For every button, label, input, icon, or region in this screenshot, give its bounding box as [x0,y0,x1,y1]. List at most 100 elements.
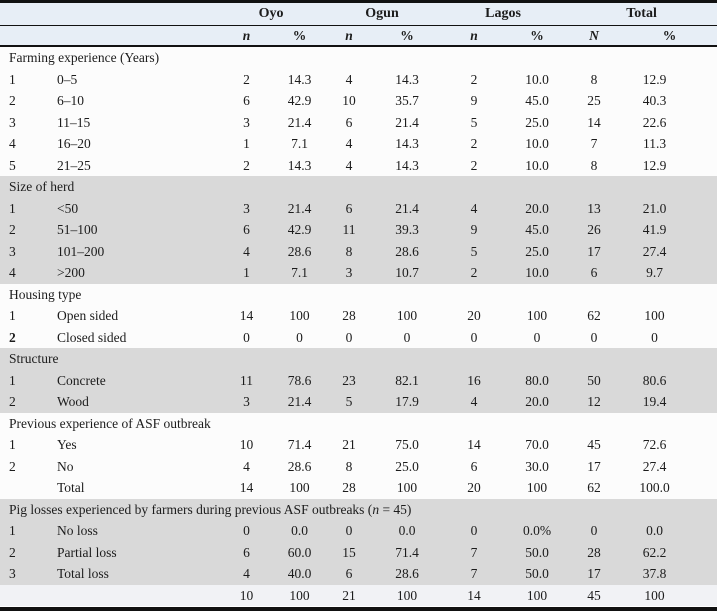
subheader-n-0: n [218,25,275,47]
value-cell: 100 [275,477,325,499]
value-cell: 14.3 [275,154,325,176]
value-cell: 25.0 [508,111,567,133]
value-cell: 37.8 [622,563,717,585]
value-cell: 28.6 [275,240,325,262]
value-cell: 4 [440,391,509,413]
value-cell: 6 [566,262,623,284]
value-cell: 1 [218,133,275,155]
value-cell: 100 [374,477,441,499]
subheader-N-6: N [566,25,623,47]
value-cell: 25 [566,90,623,112]
value-cell: 20.0 [508,197,567,219]
value-cell: 11 [218,369,275,391]
value-cell: 30.0 [508,455,567,477]
value-cell: 23 [324,369,375,391]
state-group-header-row: Oyo Ogun Lagos Total [0,3,717,26]
table-body: Farming experience (Years) 1 0–5 2 14.3 4 14.3… [0,46,717,606]
row-number-cell: 1 [0,369,40,391]
value-cell: 11 [324,219,375,241]
value-cell: 21 [324,584,375,606]
row-label-cell: 21–25 [40,154,218,176]
value-cell: 21.4 [275,111,325,133]
value-cell: 21.4 [374,111,441,133]
value-cell: 60.0 [275,541,325,563]
value-cell: 2 [218,154,275,176]
value-cell: 7.1 [275,133,325,155]
value-cell: 21.0 [622,197,717,219]
value-cell: 5 [440,111,509,133]
value-cell: 12.9 [622,68,717,90]
value-cell: 25.0 [374,455,441,477]
value-cell: 10.0 [508,262,567,284]
row-number-cell: 4 [0,133,40,155]
section-header-row: Previous experience of ASF outbreak [0,412,717,434]
subheader-row: n% n% n% N% [0,25,717,47]
section-title: Pig losses experienced by farmers during… [0,498,717,520]
value-cell: 28 [566,541,623,563]
row-number-cell: 2 [0,326,40,348]
row-number-cell: 3 [0,563,40,585]
data-row: 2 6–10 6 42.9 10 35.7 9 45.0 25 40.3 [0,90,717,112]
value-cell: 100.0 [622,477,717,499]
value-cell: 7.1 [275,262,325,284]
row-number-cell: 1 [0,305,40,327]
value-cell: 5 [440,240,509,262]
value-cell: 100 [508,584,567,606]
value-cell: 22.6 [622,111,717,133]
value-cell: 13 [566,197,623,219]
data-row: 2 No 4 28.6 8 25.0 6 30.0 17 27.4 [0,455,717,477]
data-row: 1 No loss 0 0.0 0 0.0 0 0.0% 0 0.0 [0,520,717,542]
value-cell: 28 [324,305,375,327]
value-cell: 14.3 [374,68,441,90]
group-header-ogun: Ogun [324,3,441,26]
value-cell: 7 [566,133,623,155]
value-cell: 42.9 [275,90,325,112]
value-cell: 100 [374,584,441,606]
value-cell: 0 [324,326,375,348]
row-number-cell: 2 [0,541,40,563]
value-cell: 100 [275,584,325,606]
section-title: Structure [0,348,717,370]
value-cell: 12 [566,391,623,413]
value-cell: 3 [218,111,275,133]
section-title: Previous experience of ASF outbreak [0,412,717,434]
demographics-table: Oyo Ogun Lagos Total n% n% n% N% Farming exper… [0,3,717,606]
value-cell: 25.0 [508,240,567,262]
value-cell: 9 [440,219,509,241]
value-cell: 4 [440,197,509,219]
subheader-corner-cell [0,25,218,47]
value-cell: 10 [324,90,375,112]
value-cell: 82.1 [374,369,441,391]
value-cell: 11.3 [622,133,717,155]
value-cell: 6 [324,197,375,219]
data-row: 1 Concrete 11 78.6 23 82.1 16 80.0 50 80.6 [0,369,717,391]
row-label-cell: 101–200 [40,240,218,262]
row-label-cell: 6–10 [40,90,218,112]
value-cell: 2 [440,68,509,90]
table-header: Oyo Ogun Lagos Total n% n% n% N% [0,3,717,47]
section-title-part: Pig losses experienced by farmers during… [9,501,373,517]
row-label-cell: 11–15 [40,111,218,133]
value-cell: 80.0 [508,369,567,391]
value-cell: 12.9 [622,154,717,176]
value-cell: 10.0 [508,133,567,155]
value-cell: 14 [218,305,275,327]
value-cell: 50.0 [508,541,567,563]
data-row: 2 Partial loss 6 60.0 15 71.4 7 50.0 28 62.2 [0,541,717,563]
value-cell: 45 [566,584,623,606]
value-cell: 2 [440,133,509,155]
value-cell: 20.0 [508,391,567,413]
value-cell: 100 [508,305,567,327]
value-cell: 16 [440,369,509,391]
value-cell: 4 [218,563,275,585]
row-label-cell: Wood [40,391,218,413]
section-title-part: Housing type [9,286,82,302]
value-cell: 75.0 [374,434,441,456]
value-cell: 5 [324,391,375,413]
data-row: 2 51–100 6 42.9 11 39.3 9 45.0 26 41.9 [0,219,717,241]
row-label-cell: 16–20 [40,133,218,155]
row-label-cell: >200 [40,262,218,284]
row-number-cell: 3 [0,111,40,133]
section-header-row: Housing type [0,283,717,305]
value-cell: 21.4 [275,391,325,413]
